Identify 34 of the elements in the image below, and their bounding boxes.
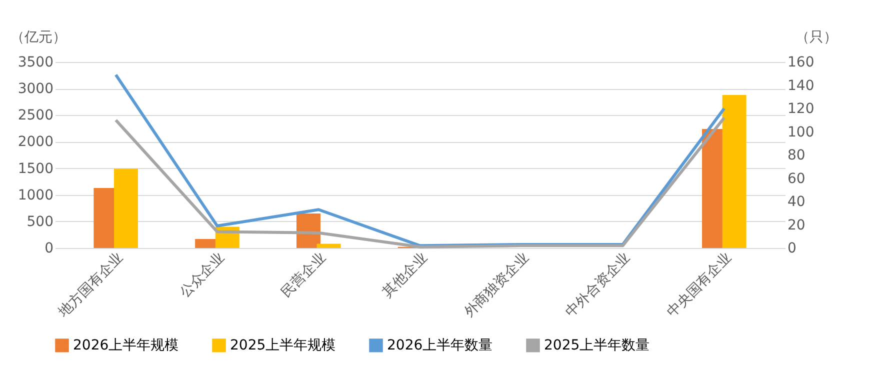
x-tick-label: 其他企业 — [380, 250, 431, 301]
legend-label: 2025上半年规模 — [230, 337, 336, 354]
y2-tick-label: 80 — [788, 148, 806, 164]
y2-tick-label: 0 — [788, 240, 796, 256]
x-tick-label: 公众企业 — [176, 250, 228, 301]
y-tick-label: 2500 — [18, 108, 54, 124]
y2-tick-label: 40 — [788, 194, 806, 210]
bar — [722, 94, 746, 248]
y2-tick-label: 60 — [788, 170, 806, 187]
y2-tick-label: 100 — [788, 124, 814, 140]
y2-axis-title: （只） — [796, 30, 838, 46]
y-axis-title: （亿元） — [10, 30, 66, 46]
y-tick-label: 1500 — [18, 160, 54, 177]
x-tick-label: 民营企业 — [278, 250, 330, 301]
y-tick-label: 1000 — [18, 187, 54, 204]
legend-label: 2025上半年数量 — [544, 337, 650, 354]
x-tick-label: 中外合资企业 — [562, 250, 634, 321]
y-tick-label: 3500 — [18, 54, 54, 70]
x-tick-label: 地方国有企业 — [55, 250, 126, 322]
y-tick-label: 2000 — [18, 134, 54, 150]
line-series — [114, 116, 726, 248]
bar — [316, 244, 341, 248]
y2-tick-label: 120 — [788, 101, 814, 117]
x-tick-label: 外商独资企业 — [461, 250, 532, 321]
legend-label: 2026上半年数量 — [387, 337, 493, 354]
y2-tick-label: 140 — [788, 78, 814, 94]
legend-label: 2026上半年规模 — [73, 337, 179, 354]
y2-tick-label: 20 — [788, 217, 806, 234]
x-tick-label: 中央国有企业 — [664, 250, 735, 321]
y-tick-label: 0 — [44, 240, 54, 256]
y-tick-label: 3000 — [18, 81, 54, 98]
bar — [114, 168, 138, 248]
y-tick-label: 500 — [26, 214, 54, 230]
y2-tick-label: 160 — [788, 54, 814, 70]
